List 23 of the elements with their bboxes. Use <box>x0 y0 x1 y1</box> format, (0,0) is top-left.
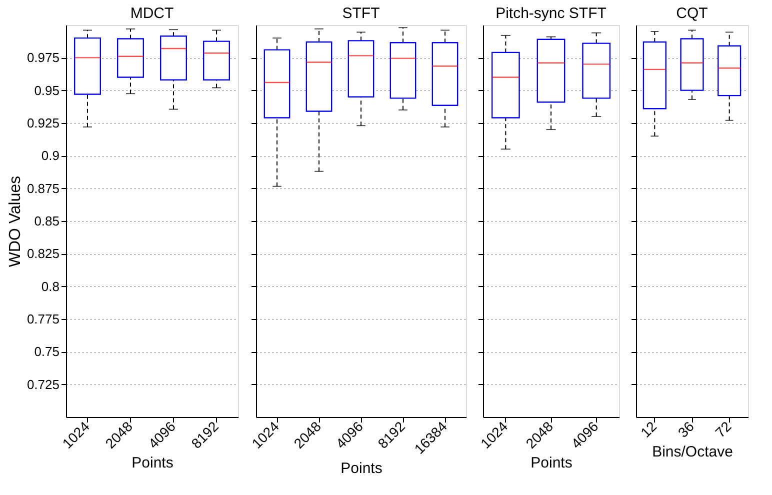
y-tick-label: 0.775 <box>26 312 60 326</box>
x-axis-title: Bins/Octave <box>652 443 733 460</box>
y-tick-label: 0.75 <box>34 344 60 360</box>
y-tick-label: 0.95 <box>34 82 60 98</box>
y-tick-label: 0.9 <box>41 148 60 164</box>
y-tick-label: 0.725 <box>26 376 60 392</box>
chart-title: Pitch-sync STFT <box>496 5 606 22</box>
x-axis-title: Points <box>530 454 572 472</box>
y-tick-label: 0.8 <box>41 278 60 294</box>
chart-title: STFT <box>342 5 380 22</box>
y-tick-label: 0.825 <box>26 246 60 262</box>
chart-title: MDCT <box>130 5 174 22</box>
x-tick-label: 72 <box>712 418 734 440</box>
x-axis-title: Points <box>340 460 382 477</box>
y-tick-label: 0.875 <box>26 180 60 196</box>
y-tick-label: 0.925 <box>26 116 60 130</box>
x-tick-label: 12 <box>637 418 660 440</box>
y-tick-label: 0.975 <box>26 50 60 66</box>
y-axis-title: WDO Values <box>6 176 24 268</box>
chart-title: CQT <box>676 5 708 22</box>
x-tick-label: 36 <box>674 418 698 440</box>
y-tick-label: 0.85 <box>34 214 60 228</box>
x-axis-title: Points <box>132 454 174 472</box>
